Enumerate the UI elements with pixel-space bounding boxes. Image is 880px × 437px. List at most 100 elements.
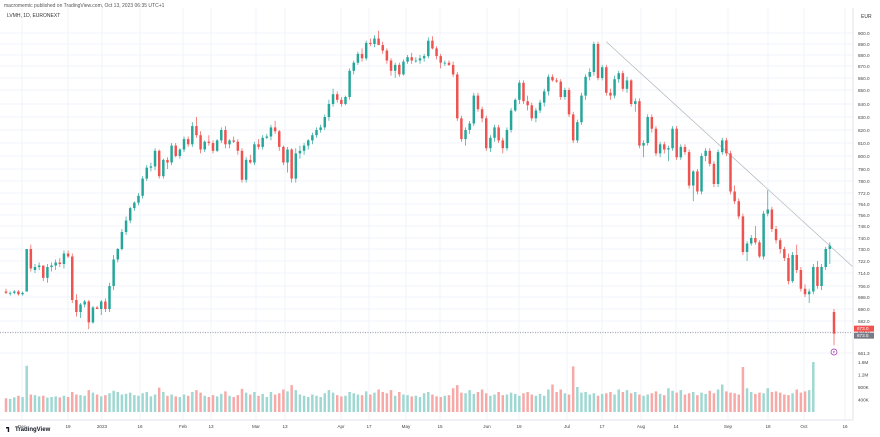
candles-layer [4,30,836,346]
candle-body [393,64,397,71]
candle-body [658,144,662,154]
candle-body [534,110,538,119]
volume-bar [244,392,248,412]
time-tick-label: 17 [599,424,605,429]
candle-body [555,80,558,82]
volume-bar [795,389,798,412]
candle-body [559,81,563,97]
candle-body [282,146,285,163]
candle-body [377,38,380,46]
candle-body [770,209,774,229]
volume-bar [451,388,455,412]
candle-body [675,128,678,158]
volume-bar [87,390,91,412]
volume-tick-label: 400K [858,398,870,403]
candle-body [464,130,467,140]
candle-body [468,123,471,130]
volume-layer [4,362,815,412]
candle-body [236,141,240,151]
price-tick-label: 722.0 [858,259,870,264]
volume-bar [605,393,608,412]
volume-bar [667,388,670,412]
volume-bar [650,393,654,412]
price-tick-label: 900.0 [858,31,870,36]
price-tick-label: 870.0 [858,64,870,69]
volume-bar [712,393,716,412]
price-tick-label: 860.0 [858,76,870,81]
volume-bar [207,397,211,412]
volume-bar [526,392,529,412]
volume-bar [766,388,770,412]
candle-body [791,255,794,282]
candle-body [439,56,442,63]
volume-bar [33,395,37,412]
candle-body [509,110,513,130]
volume-bar [373,392,376,412]
volume-bar [443,395,447,412]
candle-body [613,79,616,96]
volume-bar [542,395,546,412]
candle-body [513,99,517,111]
volume-bar [460,392,463,412]
volume-bar [468,390,471,412]
candle-body [240,150,244,180]
volume-bar [29,394,33,412]
volume-bar [8,398,12,412]
volume-bar [149,396,153,412]
candle-body [567,90,571,115]
volume-bar [323,393,327,412]
candle-body [807,291,811,295]
volume-bar [509,392,513,412]
candle-body [178,149,182,156]
volume-bar [729,392,732,412]
candle-body [762,213,765,257]
volume-bar [807,390,811,412]
candle-body [621,73,625,89]
candle-body [737,201,741,217]
candle-body [642,143,645,146]
volume-bar [480,389,484,412]
volume-bar [133,395,136,412]
candle-body [480,109,484,119]
volume-bar [609,392,612,412]
volume-bar [456,385,459,412]
volume-bar [178,397,182,412]
volume-bar [762,393,765,412]
price-tick-label: 690.0 [858,307,870,312]
candle-body [298,150,302,154]
candle-body [712,163,716,184]
volume-bar [340,396,343,412]
candle-body [783,249,786,258]
candle-body [484,118,488,149]
volume-bar [716,389,720,412]
candle-body [8,292,12,294]
volume-bar [83,395,86,412]
volume-bar [385,393,389,412]
candle-body [4,291,8,293]
candle-body [228,140,231,145]
price-tick-label: 730.0 [858,247,870,252]
candle-body [625,80,629,89]
volume-bar [360,395,364,412]
volume-bar [758,392,761,412]
candle-body [99,301,103,309]
candle-body [331,94,335,104]
volume-bar [174,396,177,412]
volume-bar [269,392,273,412]
volume-bar [253,392,256,412]
volume-bar [551,384,554,412]
candle-body [21,292,24,295]
volume-bar [580,392,583,412]
brand-label: TradingView [15,427,51,433]
candle-body [373,38,376,44]
volume-bar [501,395,505,412]
volume-bar [617,389,620,412]
volume-bar [571,366,575,412]
volume-bar [302,395,306,412]
candle-body [66,253,70,257]
volume-bar [737,394,741,412]
candle-body [389,60,393,71]
candle-body [654,128,658,154]
candle-body [522,82,525,102]
